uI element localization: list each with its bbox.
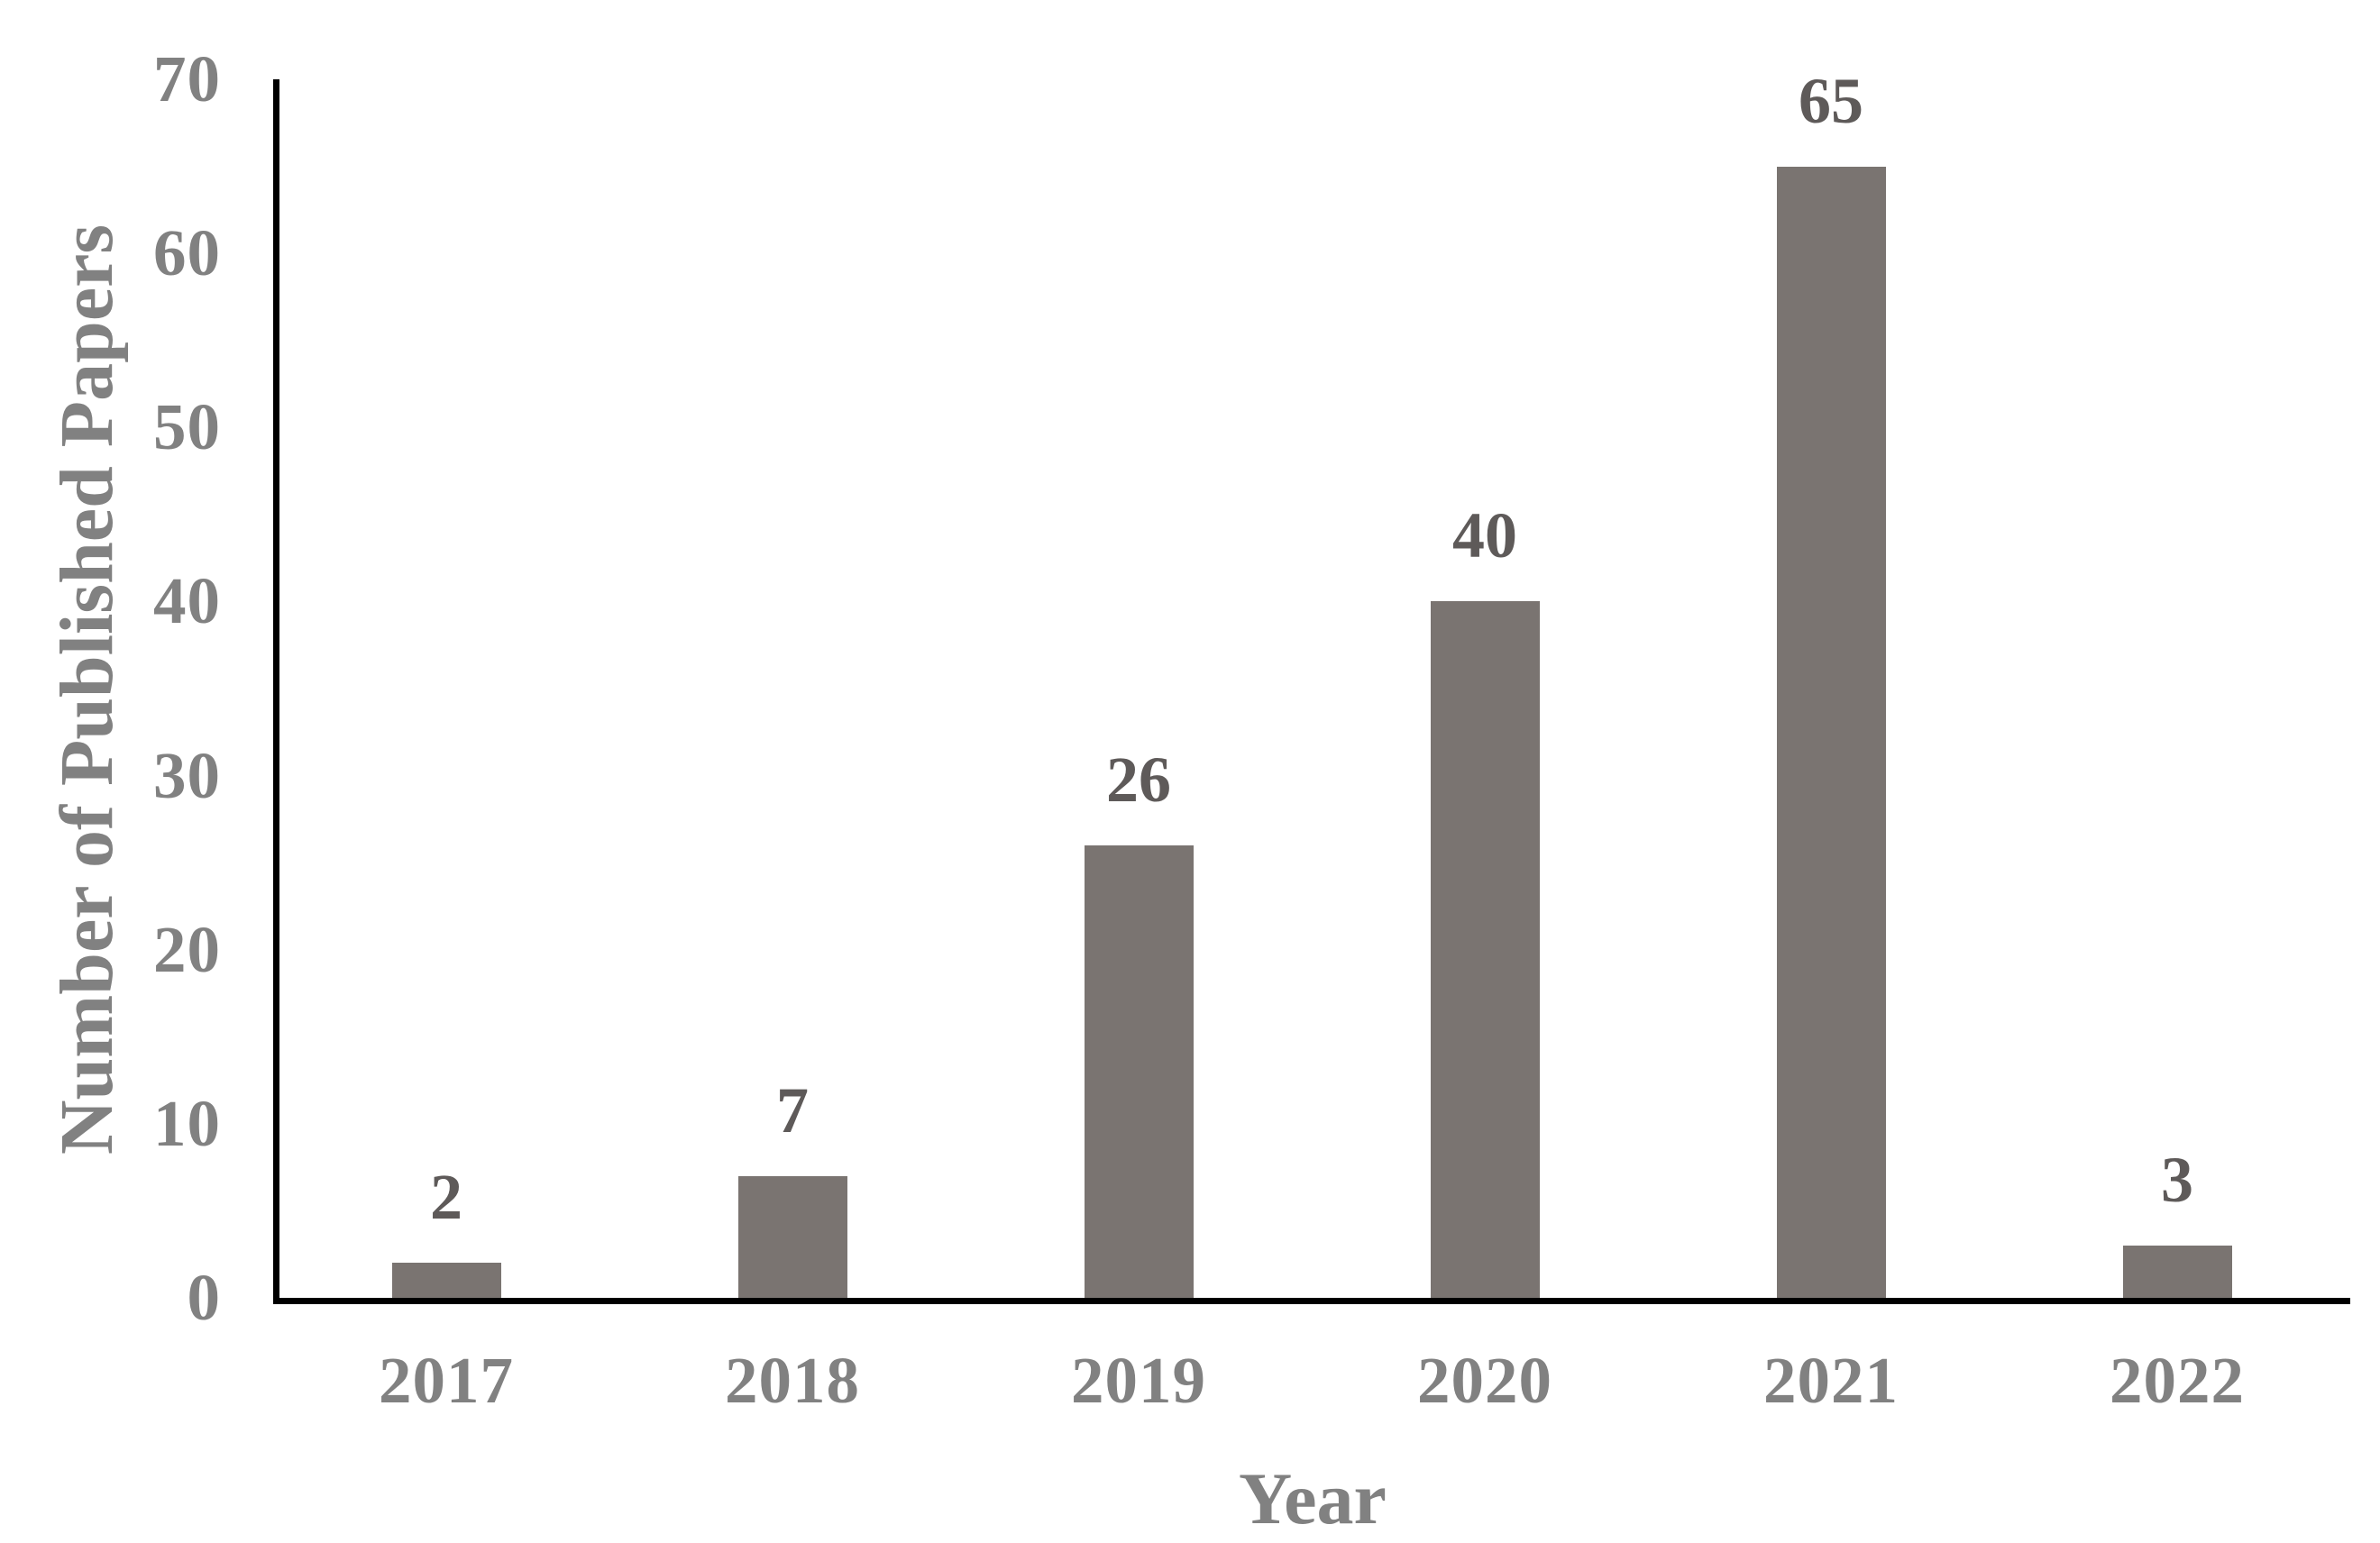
y-axis-line: [273, 79, 279, 1304]
x-tick-label: 2021: [1763, 1344, 1899, 1417]
bar-value-label: 3: [2161, 1144, 2193, 1217]
y-tick-label: 10: [153, 1086, 221, 1160]
bar: [2122, 1246, 2232, 1298]
bar: [391, 1263, 501, 1298]
y-tick-label: 40: [153, 564, 221, 638]
bar: [737, 1175, 847, 1298]
x-tick-label: 2022: [2110, 1344, 2245, 1417]
x-tick-label: 2020: [1417, 1344, 1552, 1417]
x-tick-label: 2019: [1071, 1344, 1206, 1417]
bar-value-label: 26: [1106, 743, 1171, 816]
y-tick-label: 20: [153, 912, 221, 986]
y-tick-label: 60: [153, 216, 221, 290]
bar: [1430, 601, 1540, 1298]
bar: [1776, 166, 1886, 1298]
bar-value-label: 7: [776, 1073, 809, 1146]
x-axis-line: [273, 1298, 2350, 1304]
bar-value-label: 65: [1799, 64, 1863, 137]
y-tick-label: 50: [153, 390, 221, 464]
x-tick-label: 2017: [379, 1344, 514, 1417]
bar-value-label: 2: [430, 1161, 462, 1234]
y-tick-label: 30: [153, 738, 221, 812]
y-tick-label: 70: [153, 42, 221, 115]
bar: [1084, 845, 1194, 1298]
y-axis-title: Number of Published Papers: [45, 224, 129, 1155]
x-tick-label: 2018: [725, 1344, 860, 1417]
x-axis-title: Year: [1239, 1457, 1387, 1539]
y-tick-label: 0: [187, 1261, 221, 1334]
bar-value-label: 40: [1452, 499, 1517, 572]
